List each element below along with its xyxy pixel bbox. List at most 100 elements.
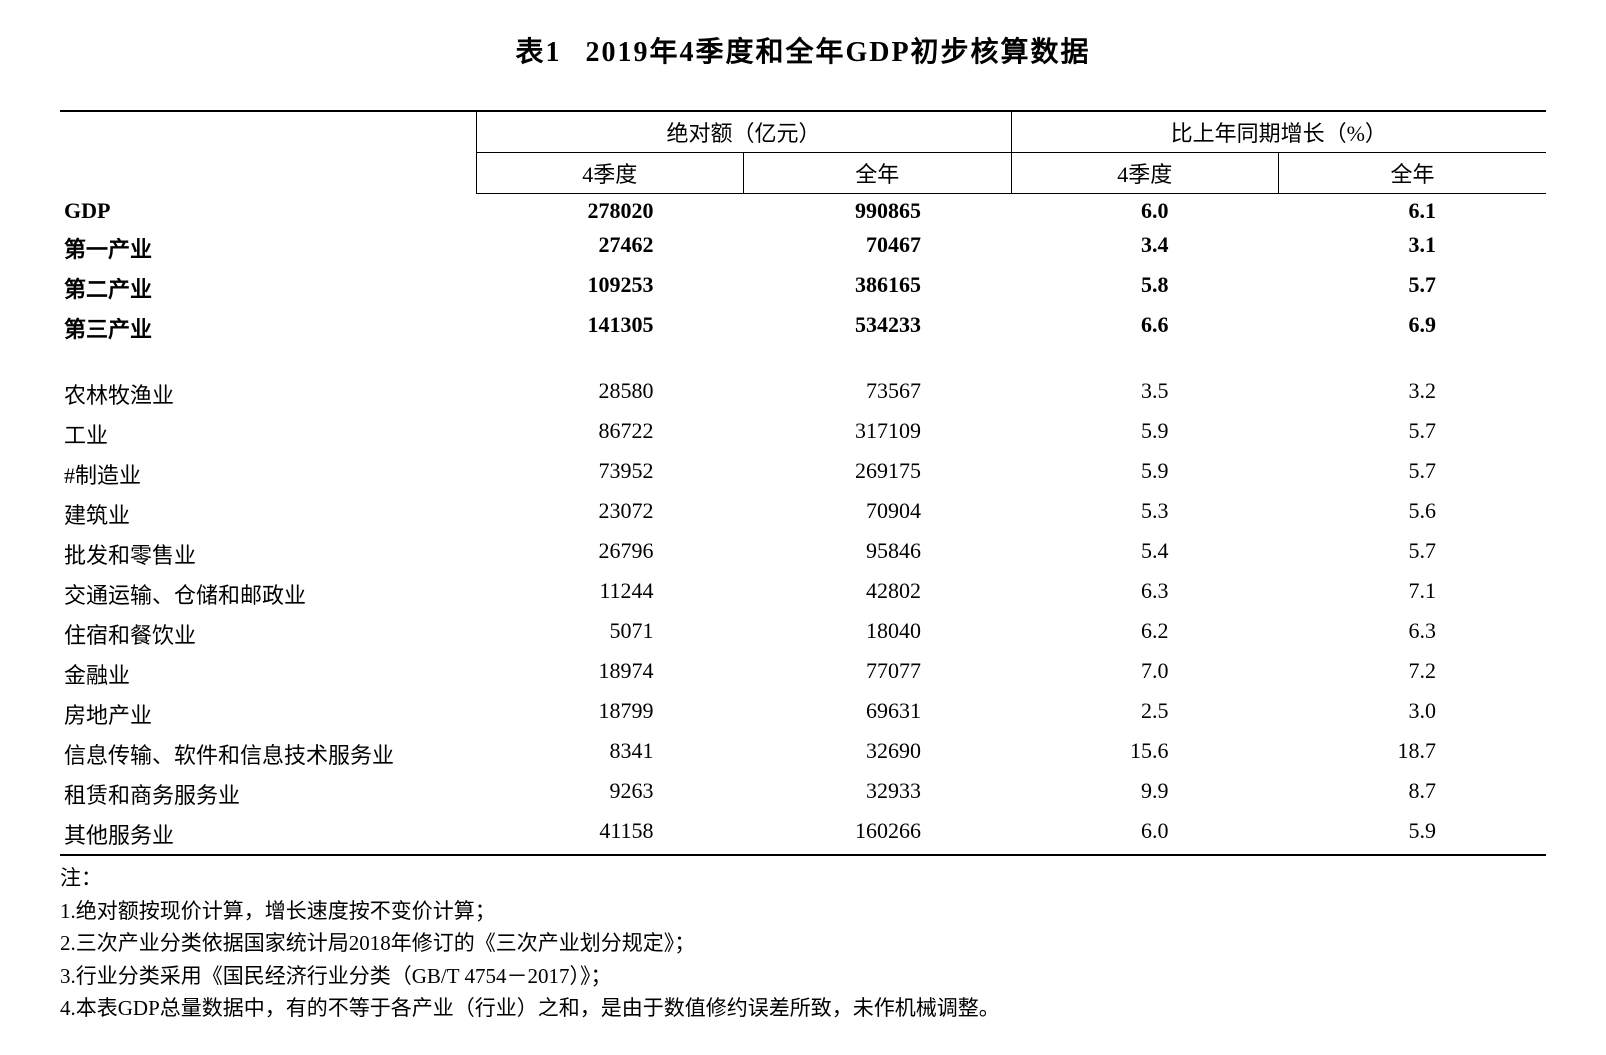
cell-abs-q4: 28580 <box>476 374 743 414</box>
cell-growth-fy: 3.2 <box>1278 374 1546 414</box>
cell-abs-q4: 278020 <box>476 194 743 229</box>
table-row: 租赁和商务服务业9263329339.98.7 <box>60 774 1546 814</box>
cell-abs-fy: 269175 <box>744 454 1011 494</box>
cell-abs-q4: 109253 <box>476 268 743 308</box>
row-label: #制造业 <box>60 454 476 494</box>
table-row: 第三产业1413055342336.66.9 <box>60 308 1546 348</box>
cell-growth-q4: 7.0 <box>1011 654 1278 694</box>
cell-abs-fy: 95846 <box>744 534 1011 574</box>
row-label: 房地产业 <box>60 694 476 734</box>
cell-abs-q4: 141305 <box>476 308 743 348</box>
cell-abs-q4: 5071 <box>476 614 743 654</box>
table-row: 第一产业27462704673.43.1 <box>60 228 1546 268</box>
cell-abs-fy: 70467 <box>744 228 1011 268</box>
cell-growth-q4: 5.8 <box>1011 268 1278 308</box>
cell-abs-fy: 160266 <box>744 814 1011 855</box>
table-row: GDP2780209908656.06.1 <box>60 194 1546 229</box>
row-label: 建筑业 <box>60 494 476 534</box>
cell-growth-q4: 15.6 <box>1011 734 1278 774</box>
cell-growth-q4: 9.9 <box>1011 774 1278 814</box>
table-row: #制造业739522691755.95.7 <box>60 454 1546 494</box>
row-label: 交通运输、仓储和邮政业 <box>60 574 476 614</box>
cell-abs-fy: 32690 <box>744 734 1011 774</box>
notes-list: 1.绝对额按现价计算，增长速度按不变价计算；2.三次产业分类依据国家统计局201… <box>60 895 1546 1025</box>
note-line: 2.三次产业分类依据国家统计局2018年修订的《三次产业划分规定》； <box>60 927 1546 960</box>
cell-abs-q4: 18974 <box>476 654 743 694</box>
cell-abs-q4: 27462 <box>476 228 743 268</box>
cell-growth-fy: 3.1 <box>1278 228 1546 268</box>
cell-abs-q4: 18799 <box>476 694 743 734</box>
table-body: GDP2780209908656.06.1第一产业27462704673.43.… <box>60 194 1546 856</box>
table-row: 信息传输、软件和信息技术服务业83413269015.618.7 <box>60 734 1546 774</box>
table-row <box>60 348 1546 374</box>
row-label: 信息传输、软件和信息技术服务业 <box>60 734 476 774</box>
table-number: 表1 <box>515 37 561 68</box>
cell-growth-fy: 7.1 <box>1278 574 1546 614</box>
cell-growth-q4: 6.0 <box>1011 194 1278 229</box>
row-label: 农林牧渔业 <box>60 374 476 414</box>
table-row: 交通运输、仓储和邮政业11244428026.37.1 <box>60 574 1546 614</box>
cell-growth-fy: 5.7 <box>1278 454 1546 494</box>
table-row: 金融业18974770777.07.2 <box>60 654 1546 694</box>
table-row: 建筑业23072709045.35.6 <box>60 494 1546 534</box>
table-row: 房地产业18799696312.53.0 <box>60 694 1546 734</box>
cell-abs-fy: 32933 <box>744 774 1011 814</box>
cell-growth-q4: 6.3 <box>1011 574 1278 614</box>
header-growth-q4: 4季度 <box>1011 153 1278 194</box>
row-label: 金融业 <box>60 654 476 694</box>
cell-abs-q4: 9263 <box>476 774 743 814</box>
cell-growth-q4: 5.9 <box>1011 414 1278 454</box>
cell-abs-fy: 990865 <box>744 194 1011 229</box>
header-abs-fy: 全年 <box>744 153 1011 194</box>
note-line: 1.绝对额按现价计算，增长速度按不变价计算； <box>60 895 1546 928</box>
cell-growth-fy: 8.7 <box>1278 774 1546 814</box>
cell-growth-q4: 2.5 <box>1011 694 1278 734</box>
table-title-text: 2019年4季度和全年GDP初步核算数据 <box>585 37 1090 68</box>
cell-growth-fy: 18.7 <box>1278 734 1546 774</box>
cell-abs-fy: 73567 <box>744 374 1011 414</box>
row-label: 工业 <box>60 414 476 454</box>
cell-abs-q4: 86722 <box>476 414 743 454</box>
cell-growth-fy: 6.3 <box>1278 614 1546 654</box>
cell-abs-fy: 70904 <box>744 494 1011 534</box>
cell-growth-fy: 6.9 <box>1278 308 1546 348</box>
cell-growth-q4: 3.5 <box>1011 374 1278 414</box>
cell-growth-fy: 3.0 <box>1278 694 1546 734</box>
cell-abs-q4: 26796 <box>476 534 743 574</box>
cell-abs-q4: 23072 <box>476 494 743 534</box>
spacer-cell <box>60 348 1546 374</box>
row-label: 其他服务业 <box>60 814 476 855</box>
cell-growth-fy: 5.7 <box>1278 268 1546 308</box>
cell-abs-q4: 41158 <box>476 814 743 855</box>
row-label: 第三产业 <box>60 308 476 348</box>
cell-growth-q4: 3.4 <box>1011 228 1278 268</box>
cell-growth-fy: 5.7 <box>1278 534 1546 574</box>
note-line: 4.本表GDP总量数据中，有的不等于各产业（行业）之和，是由于数值修约误差所致，… <box>60 992 1546 1025</box>
header-blank <box>60 111 476 194</box>
table-title: 表1 2019年4季度和全年GDP初步核算数据 <box>60 30 1546 70</box>
cell-abs-fy: 534233 <box>744 308 1011 348</box>
cell-abs-fy: 317109 <box>744 414 1011 454</box>
cell-growth-q4: 5.9 <box>1011 454 1278 494</box>
cell-abs-fy: 69631 <box>744 694 1011 734</box>
footnotes: 注： 1.绝对额按现价计算，增长速度按不变价计算；2.三次产业分类依据国家统计局… <box>60 862 1546 1025</box>
gdp-table: 绝对额（亿元） 比上年同期增长（%） 4季度 全年 4季度 全年 GDP2780… <box>60 110 1546 856</box>
table-row: 工业867223171095.95.7 <box>60 414 1546 454</box>
row-label: GDP <box>60 194 476 229</box>
table-row: 农林牧渔业28580735673.53.2 <box>60 374 1546 414</box>
row-label: 住宿和餐饮业 <box>60 614 476 654</box>
header-abs-q4: 4季度 <box>476 153 743 194</box>
cell-growth-fy: 6.1 <box>1278 194 1546 229</box>
cell-growth-q4: 5.3 <box>1011 494 1278 534</box>
header-growth-fy: 全年 <box>1278 153 1546 194</box>
table-row: 批发和零售业26796958465.45.7 <box>60 534 1546 574</box>
cell-abs-fy: 18040 <box>744 614 1011 654</box>
cell-abs-q4: 8341 <box>476 734 743 774</box>
note-line: 3.行业分类采用《国民经济行业分类（GB/T 4754－2017）》； <box>60 960 1546 993</box>
cell-growth-q4: 6.2 <box>1011 614 1278 654</box>
cell-growth-fy: 5.6 <box>1278 494 1546 534</box>
cell-growth-q4: 6.6 <box>1011 308 1278 348</box>
row-label: 租赁和商务服务业 <box>60 774 476 814</box>
cell-abs-fy: 386165 <box>744 268 1011 308</box>
cell-abs-fy: 42802 <box>744 574 1011 614</box>
